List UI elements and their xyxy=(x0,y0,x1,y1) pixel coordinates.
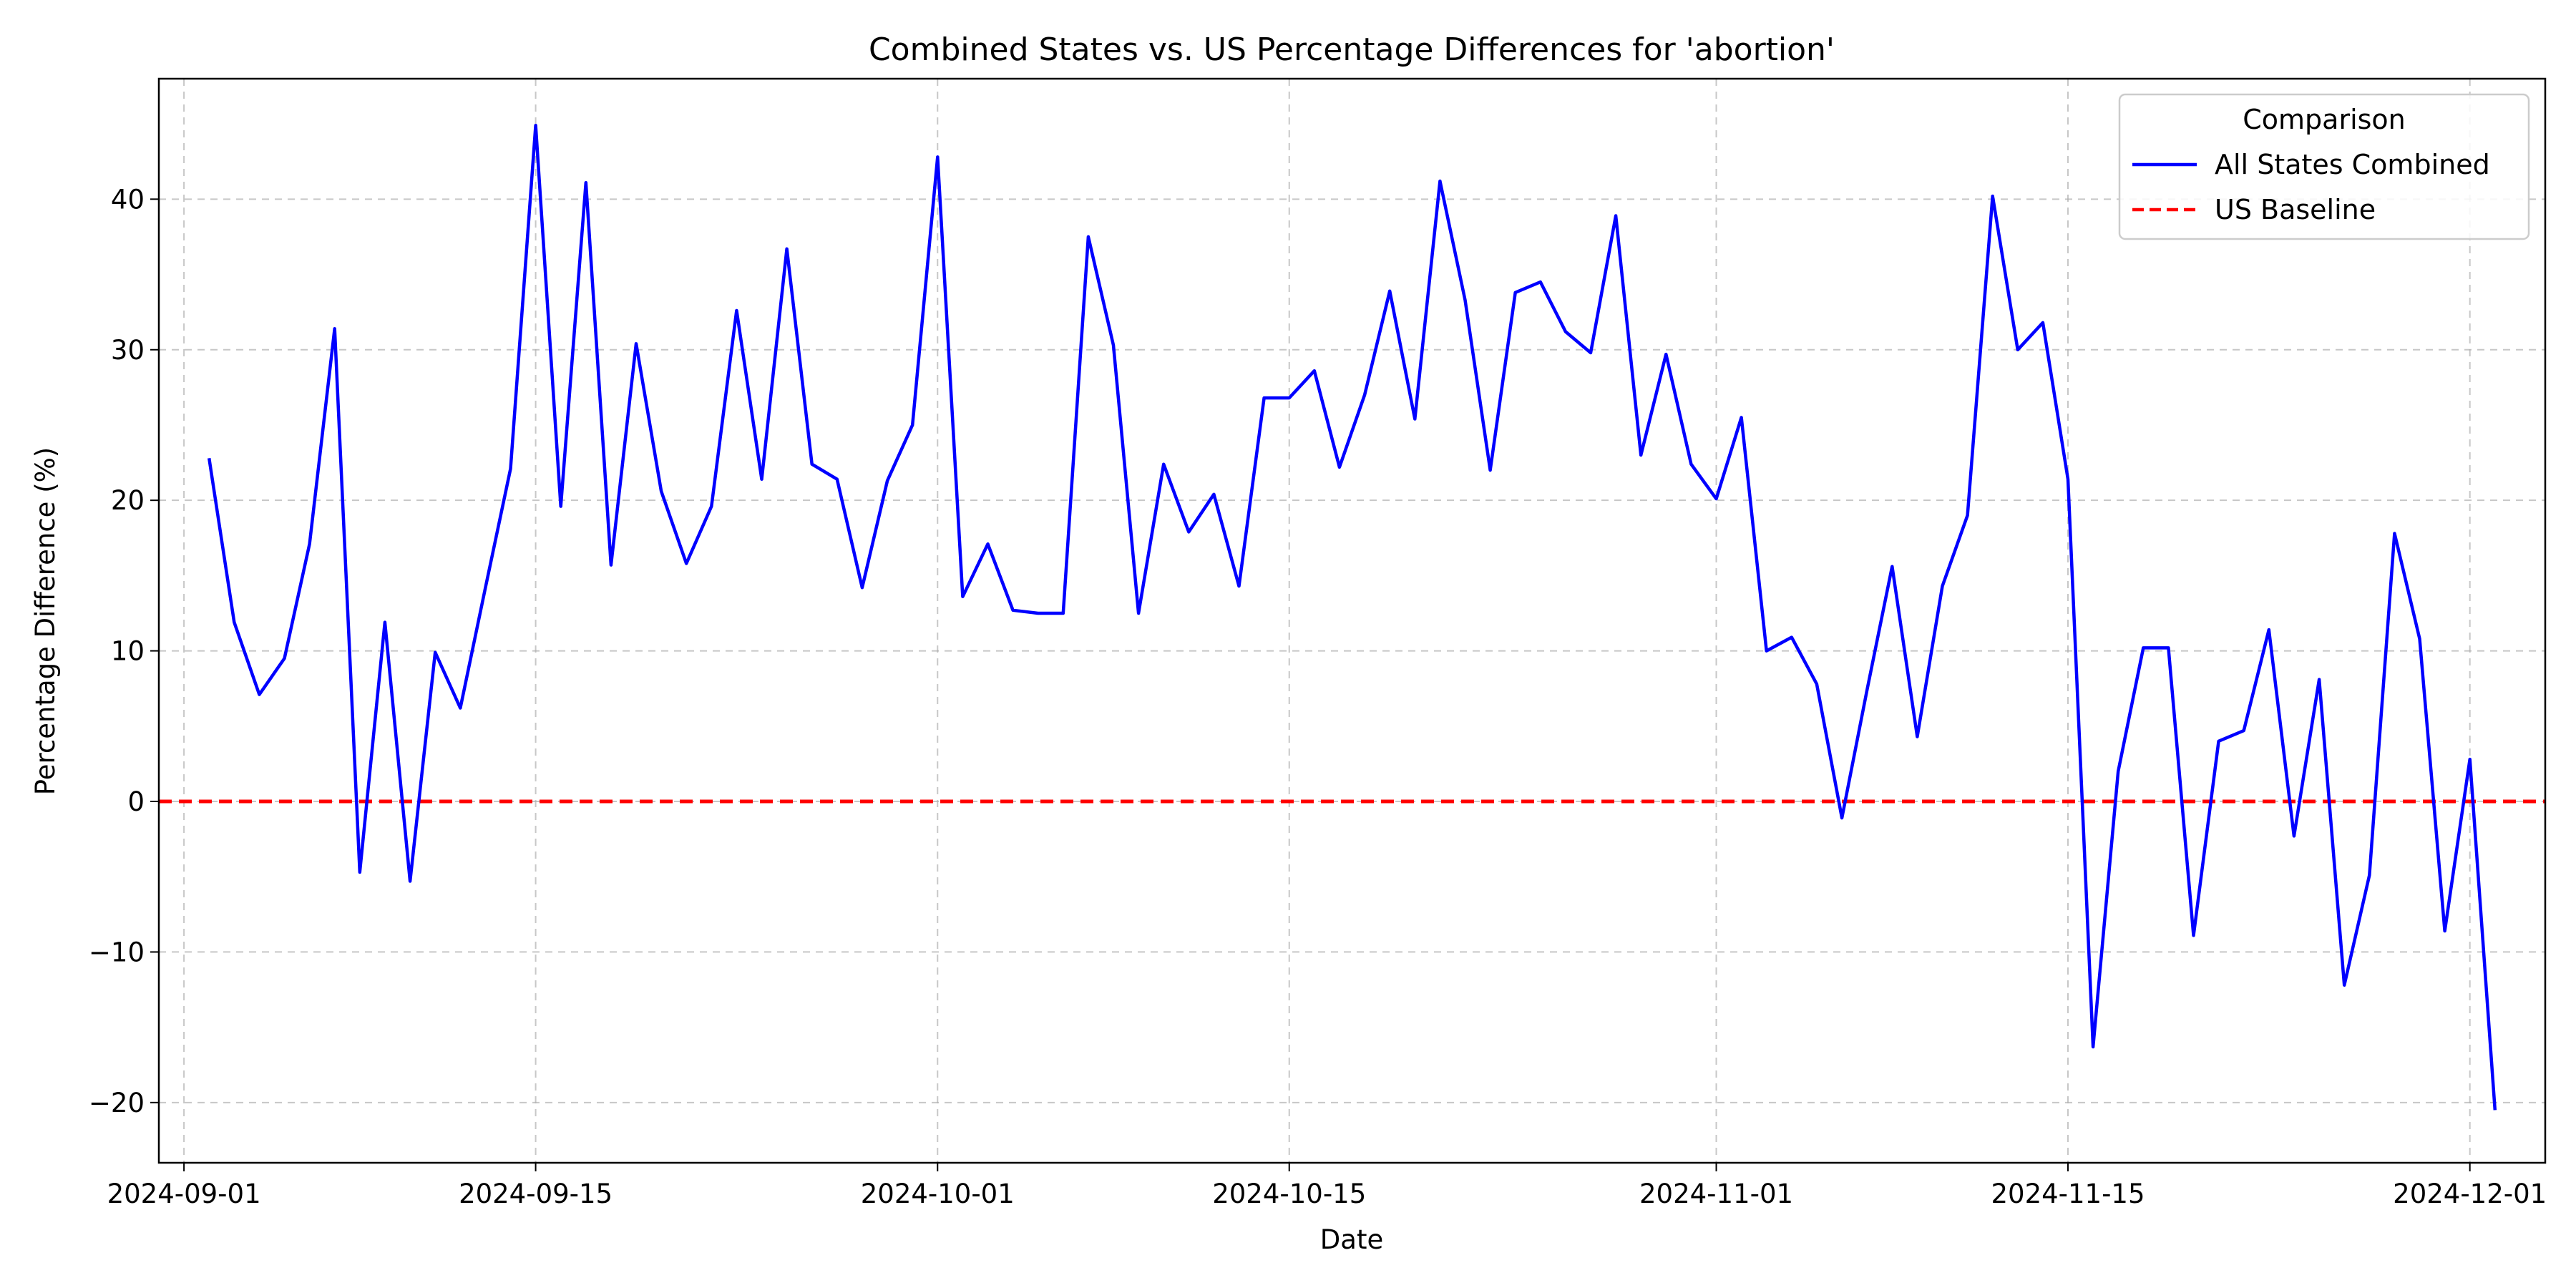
x-tick-label: 2024-10-15 xyxy=(1212,1179,1366,1209)
x-tick-label: 2024-11-15 xyxy=(1991,1179,2145,1209)
y-tick-label: 20 xyxy=(111,485,145,516)
y-tick-label: −10 xyxy=(89,937,145,967)
y-axis-label: Percentage Difference (%) xyxy=(30,447,61,795)
y-tick-label: 30 xyxy=(111,335,145,366)
x-tick-label: 2024-12-01 xyxy=(2393,1179,2547,1209)
legend-label-us-baseline: US Baseline xyxy=(2215,194,2376,225)
y-axis: −20 −10 0 10 20 30 40 xyxy=(89,184,159,1118)
x-tick-label: 2024-09-01 xyxy=(107,1179,261,1209)
y-tick-label: 40 xyxy=(111,184,145,215)
plot-frame xyxy=(157,77,2547,1164)
legend: Comparison All States Combined US Baseli… xyxy=(2118,93,2530,240)
y-tick-label: −20 xyxy=(89,1088,145,1118)
all-states-combined-line xyxy=(207,123,2497,1111)
x-tick-label: 2024-09-15 xyxy=(459,1179,613,1209)
x-tick-label: 2024-10-01 xyxy=(861,1179,1015,1209)
series-layer xyxy=(207,123,2497,1111)
x-axis-label: Date xyxy=(1320,1224,1383,1255)
y-tick-label: 10 xyxy=(111,636,145,667)
x-tick-label: 2024-11-01 xyxy=(1639,1179,1793,1209)
chart-title: Combined States vs. US Percentage Differ… xyxy=(869,31,1835,68)
legend-title: Comparison xyxy=(2243,104,2406,135)
y-tick-label: 0 xyxy=(127,786,145,817)
x-axis: 2024-09-01 2024-09-15 2024-10-01 2024-10-15… xyxy=(107,1163,2547,1209)
legend-box xyxy=(2118,93,2530,240)
legend-label-all-states-combined: All States Combined xyxy=(2215,149,2490,180)
